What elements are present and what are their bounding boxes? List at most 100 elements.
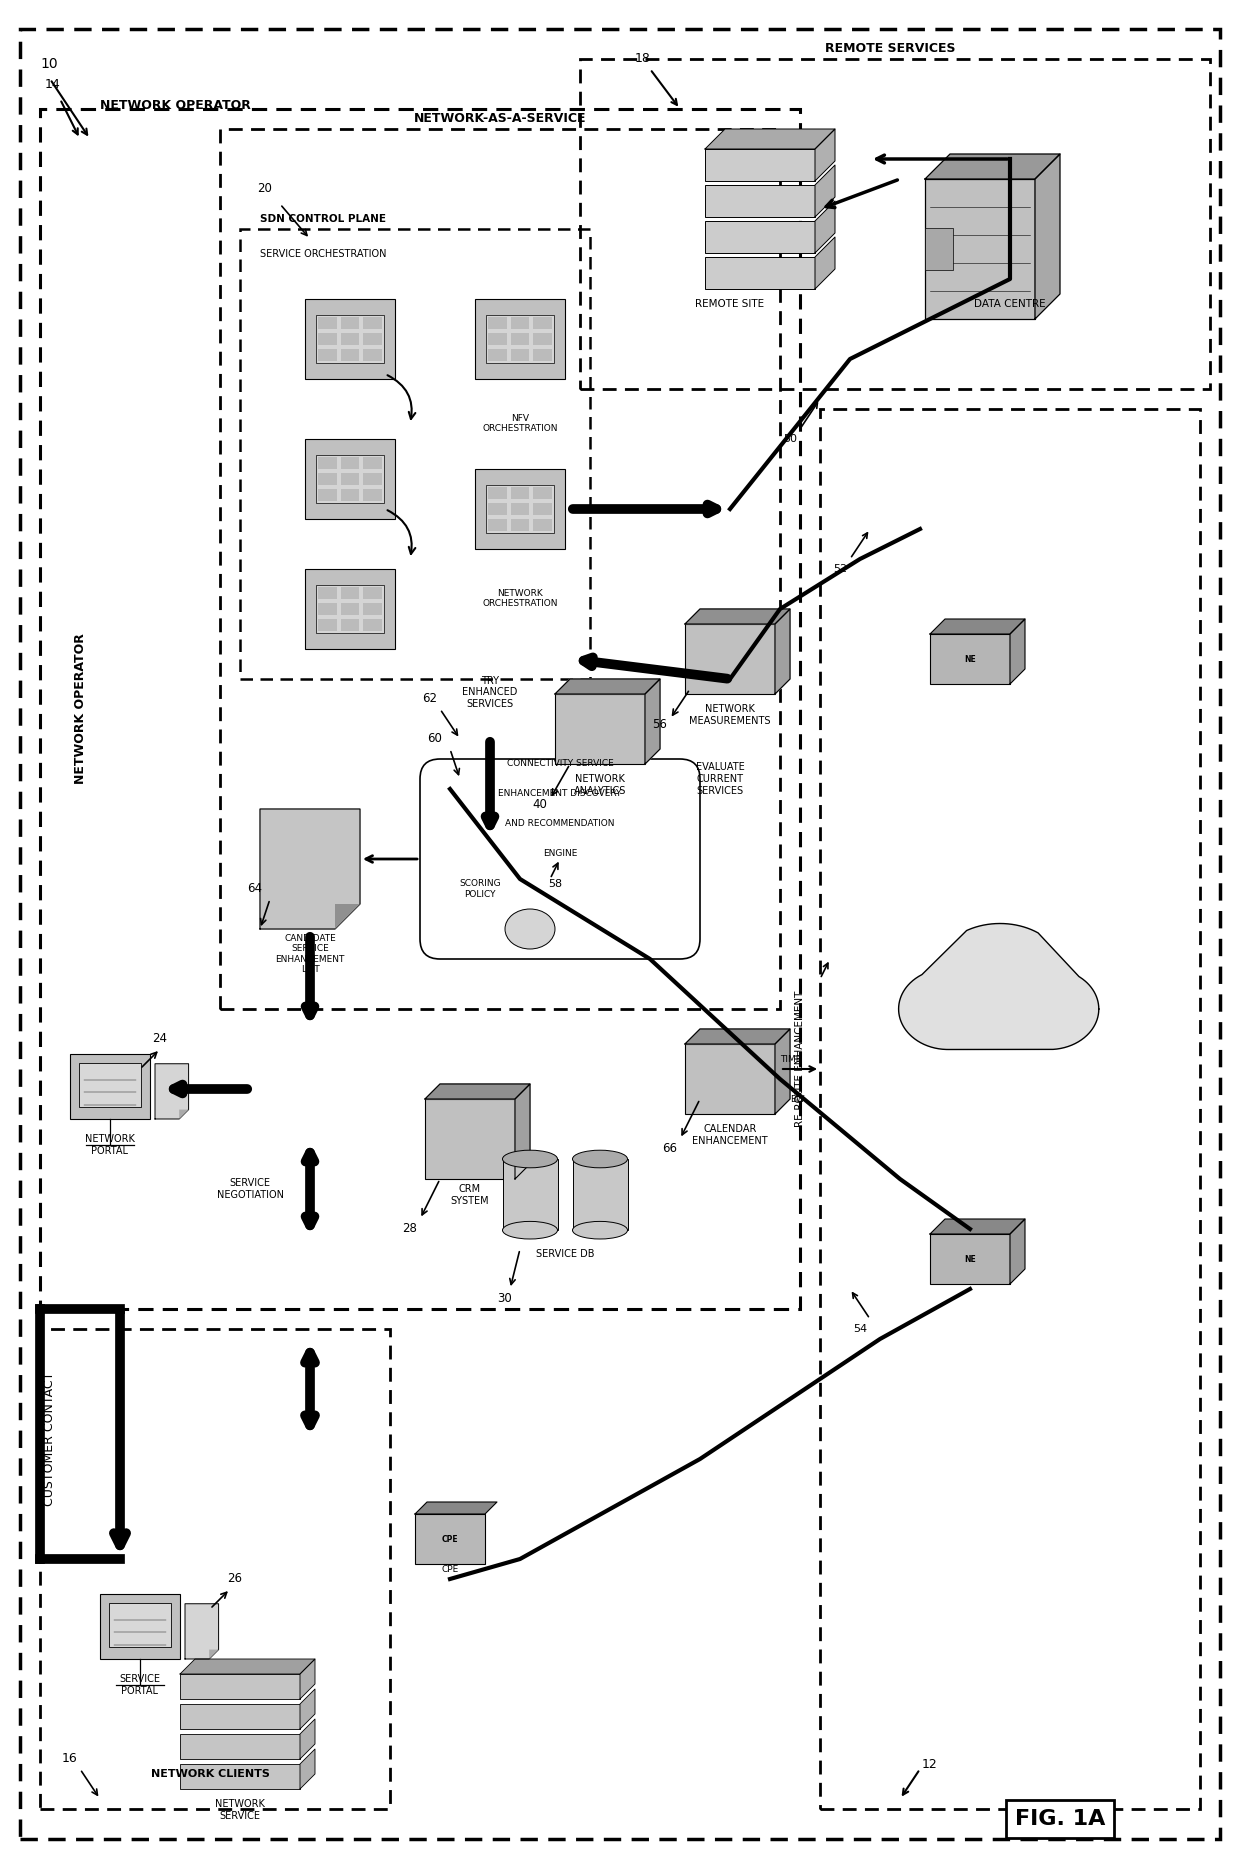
Text: 54: 54 (853, 1324, 867, 1335)
Text: FIG. 1A: FIG. 1A (1014, 1809, 1105, 1829)
Polygon shape (363, 318, 382, 329)
Polygon shape (533, 318, 552, 329)
Polygon shape (341, 587, 360, 599)
Polygon shape (815, 236, 835, 288)
Ellipse shape (573, 1151, 627, 1167)
Text: NETWORK-AS-A-SERVICE: NETWORK-AS-A-SERVICE (414, 113, 587, 126)
Text: 30: 30 (497, 1292, 512, 1305)
Polygon shape (489, 333, 507, 346)
Bar (316, 314, 383, 363)
Polygon shape (515, 1084, 529, 1179)
Text: SERVICE
PORTAL: SERVICE PORTAL (119, 1673, 160, 1695)
Bar (925, 229, 952, 270)
Polygon shape (533, 333, 552, 346)
Text: 58: 58 (548, 879, 562, 889)
Text: CUSTOMER CONTACT: CUSTOMER CONTACT (43, 1372, 57, 1506)
Text: NETWORK
MEASUREMENTS: NETWORK MEASUREMENTS (689, 705, 771, 725)
Text: SDN CONTROL PLANE: SDN CONTROL PLANE (260, 214, 386, 223)
Polygon shape (319, 349, 337, 361)
Polygon shape (341, 489, 360, 500)
Polygon shape (533, 349, 552, 361)
Polygon shape (899, 924, 1099, 1050)
Polygon shape (363, 472, 382, 485)
Ellipse shape (502, 1221, 558, 1238)
Bar (706, 221, 815, 253)
Polygon shape (180, 1658, 315, 1673)
Polygon shape (930, 1220, 1025, 1234)
Polygon shape (319, 457, 337, 468)
Text: BW: BW (790, 1095, 805, 1104)
Bar (305, 299, 396, 379)
Text: NETWORK OPERATOR: NETWORK OPERATOR (100, 99, 250, 112)
Text: REMOTE SERVICES: REMOTE SERVICES (825, 43, 955, 56)
Bar (180, 1764, 300, 1788)
Polygon shape (319, 619, 337, 630)
Bar (925, 178, 1035, 320)
Polygon shape (341, 457, 360, 468)
Bar (684, 1045, 775, 1114)
Bar (305, 569, 396, 649)
Polygon shape (341, 318, 360, 329)
Ellipse shape (502, 1151, 558, 1167)
Bar (79, 1063, 141, 1108)
Polygon shape (533, 519, 552, 532)
Text: 12: 12 (923, 1757, 937, 1770)
Text: RE-ROUTE ENHANCEMENT: RE-ROUTE ENHANCEMENT (795, 991, 805, 1127)
Text: TRY
ENHANCED
SERVICES: TRY ENHANCED SERVICES (463, 677, 517, 708)
Text: 52: 52 (833, 563, 847, 574)
Polygon shape (489, 504, 507, 515)
Text: ENHANCEMENT DISCOVERY: ENHANCEMENT DISCOVERY (498, 788, 621, 798)
Polygon shape (363, 333, 382, 346)
Text: NETWORK
ANALYTICS: NETWORK ANALYTICS (574, 773, 626, 796)
Polygon shape (1035, 154, 1060, 320)
Polygon shape (319, 472, 337, 485)
Polygon shape (210, 1649, 218, 1658)
Text: 14: 14 (45, 78, 61, 91)
Polygon shape (684, 1030, 790, 1045)
Bar (425, 1099, 515, 1179)
Text: NETWORK
ORCHESTRATION: NETWORK ORCHESTRATION (482, 589, 558, 608)
Text: TIME: TIME (780, 1054, 801, 1063)
Text: SERVICE ORCHESTRATION: SERVICE ORCHESTRATION (260, 249, 387, 258)
Polygon shape (300, 1690, 315, 1729)
Text: 24: 24 (153, 1032, 167, 1045)
FancyBboxPatch shape (420, 758, 701, 959)
Text: NETWORK
SERVICE: NETWORK SERVICE (215, 1800, 265, 1820)
Text: CRM
SYSTEM: CRM SYSTEM (450, 1184, 490, 1206)
Polygon shape (363, 457, 382, 468)
Polygon shape (341, 472, 360, 485)
Text: 64: 64 (248, 883, 263, 896)
Polygon shape (511, 487, 529, 498)
Text: EVALUATE
CURRENT
SERVICES: EVALUATE CURRENT SERVICES (696, 762, 744, 796)
Bar (930, 634, 1011, 684)
Text: 66: 66 (662, 1143, 677, 1156)
Text: 50: 50 (782, 433, 797, 444)
Polygon shape (319, 489, 337, 500)
Text: DATA CENTRE: DATA CENTRE (975, 299, 1045, 309)
Polygon shape (815, 165, 835, 218)
Text: 26: 26 (227, 1573, 243, 1586)
Polygon shape (815, 201, 835, 253)
Polygon shape (511, 333, 529, 346)
Polygon shape (319, 333, 337, 346)
Polygon shape (533, 487, 552, 498)
Bar (415, 1513, 485, 1563)
Bar (706, 186, 815, 218)
Ellipse shape (505, 909, 556, 948)
Text: NETWORK CLIENTS: NETWORK CLIENTS (150, 1770, 269, 1779)
Bar (100, 1593, 180, 1658)
Polygon shape (775, 610, 790, 693)
Polygon shape (1011, 1220, 1025, 1285)
Polygon shape (489, 349, 507, 361)
Text: CALENDAR
ENHANCEMENT: CALENDAR ENHANCEMENT (692, 1125, 768, 1145)
Text: 10: 10 (40, 58, 57, 71)
Bar (556, 693, 645, 764)
Polygon shape (363, 602, 382, 615)
Text: NE: NE (965, 1255, 976, 1264)
Text: CPE: CPE (441, 1565, 459, 1573)
Bar (502, 1158, 558, 1231)
Polygon shape (300, 1749, 315, 1788)
Polygon shape (511, 504, 529, 515)
Text: SERVICE
NEGOTIATION: SERVICE NEGOTIATION (217, 1179, 284, 1199)
Polygon shape (341, 349, 360, 361)
